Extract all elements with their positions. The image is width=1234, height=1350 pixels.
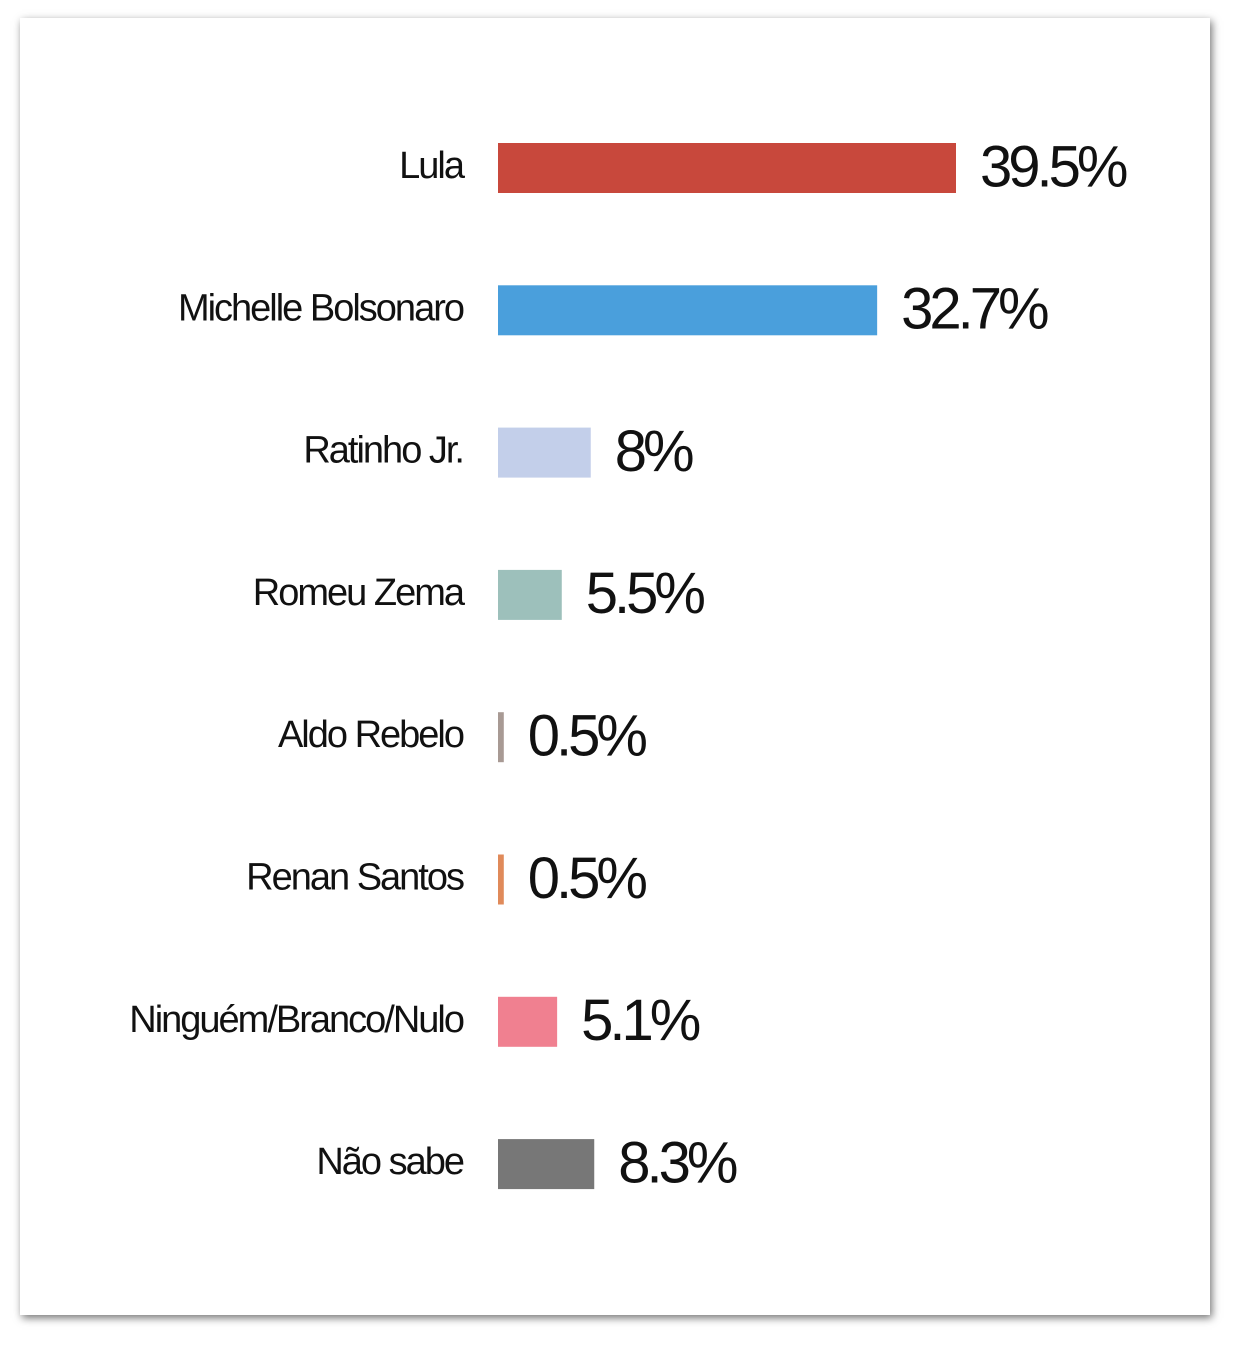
value-label: 0.5% — [528, 846, 647, 911]
category-label: Aldo Rebelo — [278, 714, 464, 756]
category-label: Romeu Zema — [253, 572, 466, 614]
category-label: Não sabe — [316, 1141, 464, 1183]
bar — [498, 427, 591, 478]
value-label: 39.5% — [980, 134, 1127, 199]
value-label: 8% — [615, 419, 693, 484]
bar — [498, 285, 878, 336]
value-label: 8.3% — [618, 1130, 737, 1195]
value-label: 32.7% — [901, 277, 1048, 342]
bar — [498, 569, 562, 620]
bar — [498, 712, 504, 763]
bar — [498, 143, 956, 193]
category-label: Michelle Bolsonaro — [178, 287, 464, 329]
bar — [498, 854, 504, 905]
category-label: Ninguém/Branco/Nulo — [129, 999, 464, 1041]
value-label: 0.5% — [528, 704, 647, 769]
category-label: Ratinho Jr. — [303, 430, 463, 472]
bar — [498, 996, 558, 1047]
chart-card — [20, 18, 1210, 1315]
value-label: 5.1% — [581, 988, 700, 1053]
value-label: 5.5% — [586, 561, 705, 626]
category-label: Renan Santos — [246, 857, 464, 899]
category-label: Lula — [399, 145, 466, 187]
bar — [498, 1139, 595, 1190]
